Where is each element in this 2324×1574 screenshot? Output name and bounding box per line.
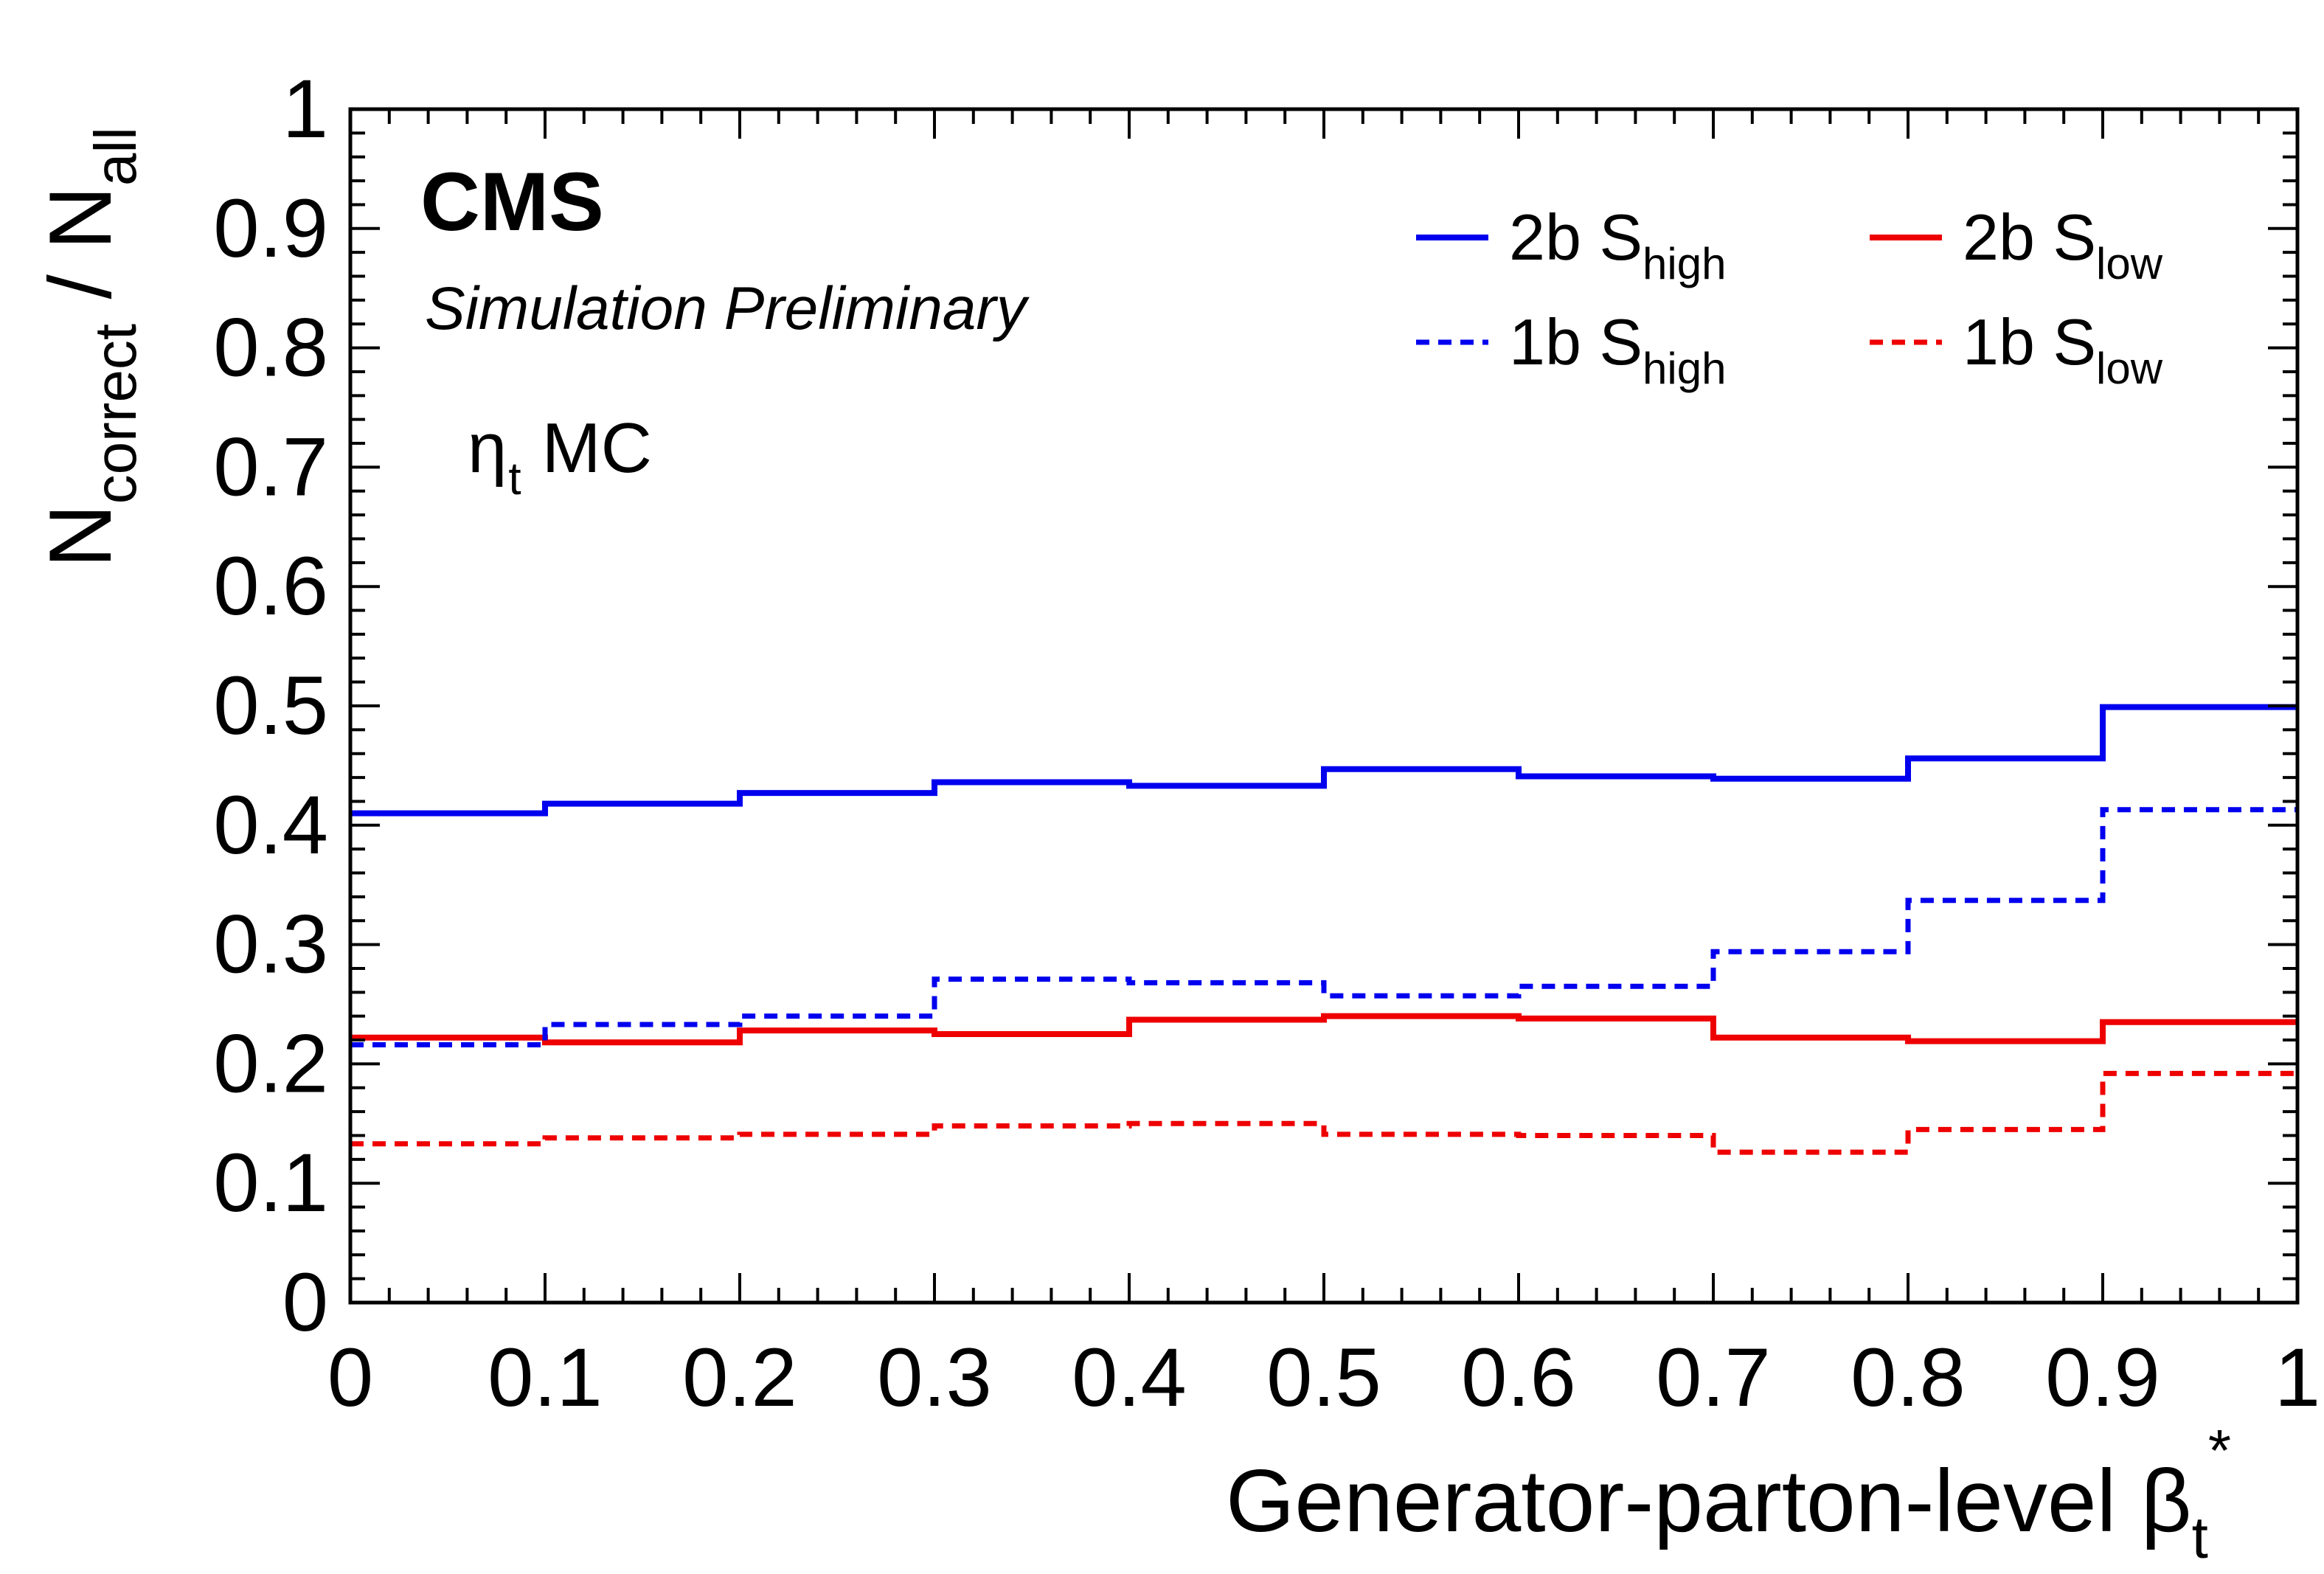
y-tick-label: 0.5 — [213, 659, 328, 752]
legend-label-main: 1b S — [1963, 305, 2096, 378]
legend-label-main: 1b S — [1509, 305, 1643, 378]
y-axis-title: Ncorrect / Nall — [31, 127, 148, 568]
x-axis-title-sub: t — [2192, 1505, 2208, 1570]
x-tick-label: 0.8 — [1850, 1331, 1966, 1424]
y-axis-title-n1-sub: correct — [83, 324, 148, 505]
series-2b-s-high — [350, 704, 2297, 817]
x-tick-label: 0 — [327, 1331, 373, 1424]
annotation-eta: η — [468, 409, 507, 488]
legend-label-main: 2b S — [1963, 201, 2096, 274]
y-tick-label: 0.8 — [213, 302, 328, 394]
tick-labels: 0 0.1 0.2 0.3 0.4 0.5 0.6 0.7 0.8 0.9 1 0 0.1 0.2 0.3 0… — [213, 63, 2320, 1424]
annotation-suffix: MC — [542, 409, 652, 488]
y-tick-label: 0.7 — [213, 420, 328, 513]
y-tick-label: 0.3 — [213, 898, 328, 991]
y-tick-label: 0.6 — [213, 540, 328, 632]
y-tick-label: 0.9 — [213, 182, 328, 274]
series-1b-s-high — [350, 807, 2297, 1048]
x-tick-label: 0.6 — [1461, 1331, 1576, 1424]
x-tick-label: 0.4 — [1072, 1331, 1187, 1424]
y-axis-title-sep: / — [31, 250, 130, 324]
series-layer — [350, 704, 2297, 1155]
legend-label-sub: low — [2096, 344, 2163, 393]
legend-label: 2b Shigh — [1509, 201, 1726, 288]
x-axis-title-sup: * — [2208, 1418, 2231, 1483]
subtitle: Simulation Preliminary — [425, 275, 1030, 342]
cms-title: CMS — [420, 156, 604, 248]
series-2b-s-low — [350, 1013, 2297, 1046]
y-tick-label: 1 — [282, 63, 328, 155]
y-tick-label: 0.2 — [213, 1017, 328, 1109]
legend-label-sub: low — [2096, 239, 2163, 288]
x-tick-label: 0.7 — [1656, 1331, 1771, 1424]
series-1b-s-low — [350, 1070, 2297, 1155]
x-tick-label: 0.2 — [682, 1331, 797, 1424]
legend-label: 1b Shigh — [1509, 305, 1726, 393]
x-tick-label: 0.1 — [488, 1331, 603, 1424]
x-tick-label: 0.5 — [1266, 1331, 1381, 1424]
y-tick-label: 0.4 — [213, 779, 328, 871]
legend-label-sub: high — [1643, 344, 1726, 393]
legend-label-sub: high — [1643, 239, 1726, 288]
ticks-layer — [350, 109, 2297, 1303]
x-axis-title: Generator-parton-level βt* — [1226, 1418, 2231, 1570]
annotation: ηt MC — [468, 409, 652, 505]
y-tick-label: 0 — [282, 1256, 328, 1348]
x-axis-title-main: Generator-parton-level β — [1226, 1452, 2192, 1550]
y-tick-label: 0.1 — [213, 1137, 328, 1229]
legend-label: 1b Slow — [1963, 305, 2163, 393]
legend-label-main: 2b S — [1509, 201, 1643, 274]
annotation-sub: t — [508, 454, 521, 505]
x-tick-label: 1 — [2275, 1331, 2320, 1424]
legend-label: 2b Slow — [1963, 201, 2163, 288]
y-axis-title-n1: N — [31, 504, 130, 568]
y-axis-title-n2-sub: all — [83, 127, 148, 186]
y-axis-title-n2: N — [31, 186, 130, 250]
x-tick-label: 0.9 — [2045, 1331, 2160, 1424]
x-tick-label: 0.3 — [877, 1331, 992, 1424]
